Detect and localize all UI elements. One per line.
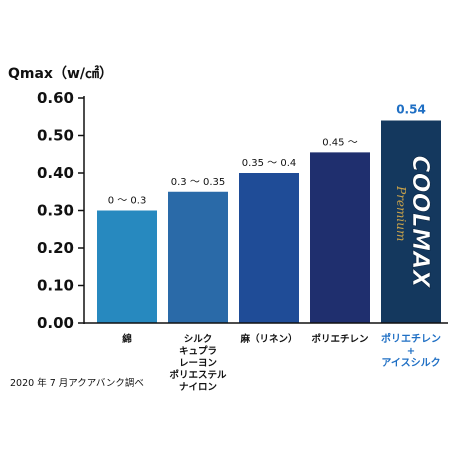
category-label: ポリエチレン: [381, 332, 441, 345]
bar: [381, 120, 441, 323]
y-tick-label: 0.10: [37, 277, 74, 295]
bar: [239, 173, 299, 323]
bar: [310, 152, 370, 323]
y-tick-label: 0.00: [37, 314, 74, 332]
coolmax-logo-text: COOLMAX: [407, 155, 433, 288]
bar: [168, 191, 228, 323]
value-label: 0.54: [396, 103, 426, 117]
bar: [97, 210, 157, 323]
value-label: 0.45 〜: [322, 137, 357, 148]
category-label: アイスシルク: [381, 357, 440, 369]
value-label: 0 〜 0.3: [108, 196, 147, 207]
category-label: ナイロン: [179, 382, 217, 393]
category-label: キュプラ: [179, 345, 217, 357]
category-label: ポリエステル: [169, 369, 227, 381]
y-tick-label: 0.50: [37, 127, 74, 145]
y-axis-ticks: 0.00 0.10 0.20 0.30 0.40 0.50 0.60: [37, 89, 84, 332]
category-label: シルク: [184, 334, 213, 345]
category-label: +: [407, 346, 415, 357]
value-labels: 0 〜 0.3 0.3 〜 0.35 0.35 〜 0.4 0.45 〜 0.54: [108, 103, 426, 207]
value-label: 0.35 〜 0.4: [242, 158, 297, 169]
category-label: ポリエチレン: [311, 333, 368, 345]
category-label: レーヨン: [179, 358, 217, 369]
y-axis-unit-label: Qmax（w/㎠）: [8, 65, 113, 82]
y-tick-label: 0.60: [37, 89, 74, 107]
value-label: 0.3 〜 0.35: [171, 177, 226, 188]
y-tick-label: 0.40: [37, 164, 74, 182]
y-tick-label: 0.30: [37, 202, 74, 220]
y-tick-label: 0.20: [37, 239, 74, 257]
category-label: 綿: [122, 333, 132, 345]
coolmax-premium-text: Premium: [394, 185, 408, 241]
category-label: 麻（リネン）: [239, 333, 297, 345]
survey-note: 2020 年 7 月アクアバンク調べ: [10, 377, 144, 389]
